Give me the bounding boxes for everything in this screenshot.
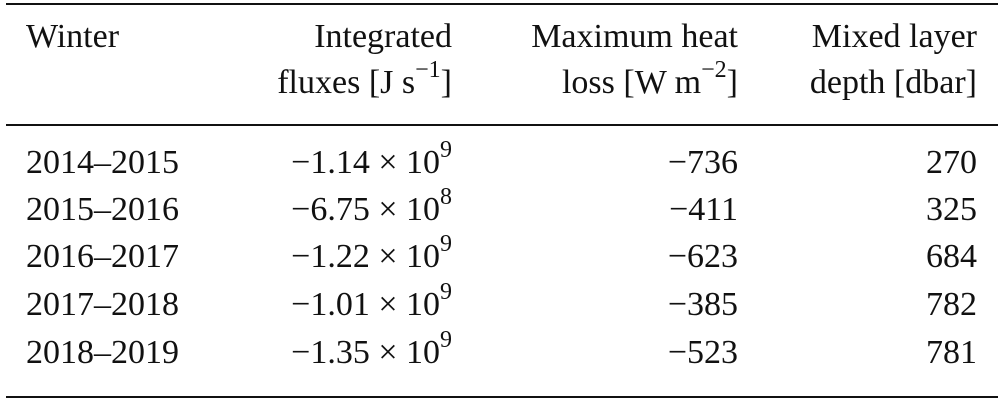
cell-mixed-layer-depth: 684 (926, 238, 977, 275)
cell-mixed-layer-depth: 270 (926, 144, 977, 181)
cell-winter: 2015–2016 (26, 191, 179, 228)
table-row: 2015–2016 −6.75 × 108 −411 325 (0, 184, 1004, 233)
header-flux-exponent: −1 (415, 57, 441, 83)
header-mld-line2: depth [dbar] (809, 64, 977, 101)
flux-exponent: 9 (440, 137, 452, 163)
cell-mixed-layer-depth: 781 (926, 334, 977, 371)
header-mld-line1: Mixed layer (811, 18, 977, 55)
header-flux-line1: Integrated (314, 18, 452, 55)
cell-integrated-flux: −1.22 × 109 (291, 231, 452, 280)
header-integrated-fluxes: Integrated fluxes [J s−1] (277, 14, 452, 106)
header-flux-unit: fluxes [J s (277, 64, 416, 101)
table-row: 2016–2017 −1.22 × 109 −623 684 (0, 231, 1004, 280)
cell-mixed-layer-depth: 325 (926, 191, 977, 228)
cell-max-heat-loss: −385 (667, 286, 738, 323)
flux-mantissa: −6.75 × 10 (291, 191, 440, 228)
cell-max-heat-loss: −523 (667, 334, 738, 371)
header-heat-exponent: −2 (701, 57, 727, 83)
cell-winter: 2018–2019 (26, 334, 179, 371)
flux-exponent: 9 (440, 327, 452, 353)
header-winter: Winter (26, 14, 119, 60)
cell-integrated-flux: −1.01 × 109 (291, 279, 452, 328)
header-max-heat-loss: Maximum heat loss [W m−2] (531, 14, 738, 106)
header-flux-bracket: ] (440, 64, 452, 101)
header-winter-label: Winter (26, 18, 120, 55)
cell-max-heat-loss: −411 (669, 191, 738, 228)
flux-mantissa: −1.14 × 10 (291, 144, 440, 181)
header-heat-unit: loss [W m (561, 64, 702, 101)
cell-mixed-layer-depth: 782 (926, 286, 977, 323)
flux-exponent: 8 (440, 184, 452, 210)
table-row: 2018–2019 −1.35 × 109 −523 781 (0, 327, 1004, 376)
flux-exponent: 9 (440, 279, 452, 305)
table-row: 2014–2015 −1.14 × 109 −736 270 (0, 137, 1004, 186)
flux-mantissa: −1.35 × 10 (291, 334, 440, 371)
header-heat-line1: Maximum heat (531, 18, 738, 55)
header-heat-line2: loss [W m−2] (531, 57, 738, 106)
flux-mantissa: −1.22 × 10 (291, 238, 440, 275)
header-heat-bracket: ] (726, 64, 738, 101)
header-mixed-layer-depth: Mixed layer depth [dbar] (810, 14, 977, 106)
cell-winter: 2016–2017 (26, 238, 179, 275)
bottom-rule (6, 396, 998, 398)
cell-integrated-flux: −1.14 × 109 (291, 137, 452, 186)
cell-max-heat-loss: −736 (667, 144, 738, 181)
cell-integrated-flux: −6.75 × 108 (291, 184, 452, 233)
cell-winter: 2017–2018 (26, 286, 179, 323)
flux-mantissa: −1.01 × 10 (291, 286, 440, 323)
flux-exponent: 9 (440, 231, 452, 257)
table-row: 2017–2018 −1.01 × 109 −385 782 (0, 279, 1004, 328)
cell-max-heat-loss: −623 (667, 238, 738, 275)
header-flux-line2: fluxes [J s−1] (277, 57, 452, 106)
header-rule (6, 124, 998, 126)
cell-integrated-flux: −1.35 × 109 (291, 327, 452, 376)
cell-winter: 2014–2015 (26, 144, 179, 181)
top-rule (6, 3, 998, 5)
